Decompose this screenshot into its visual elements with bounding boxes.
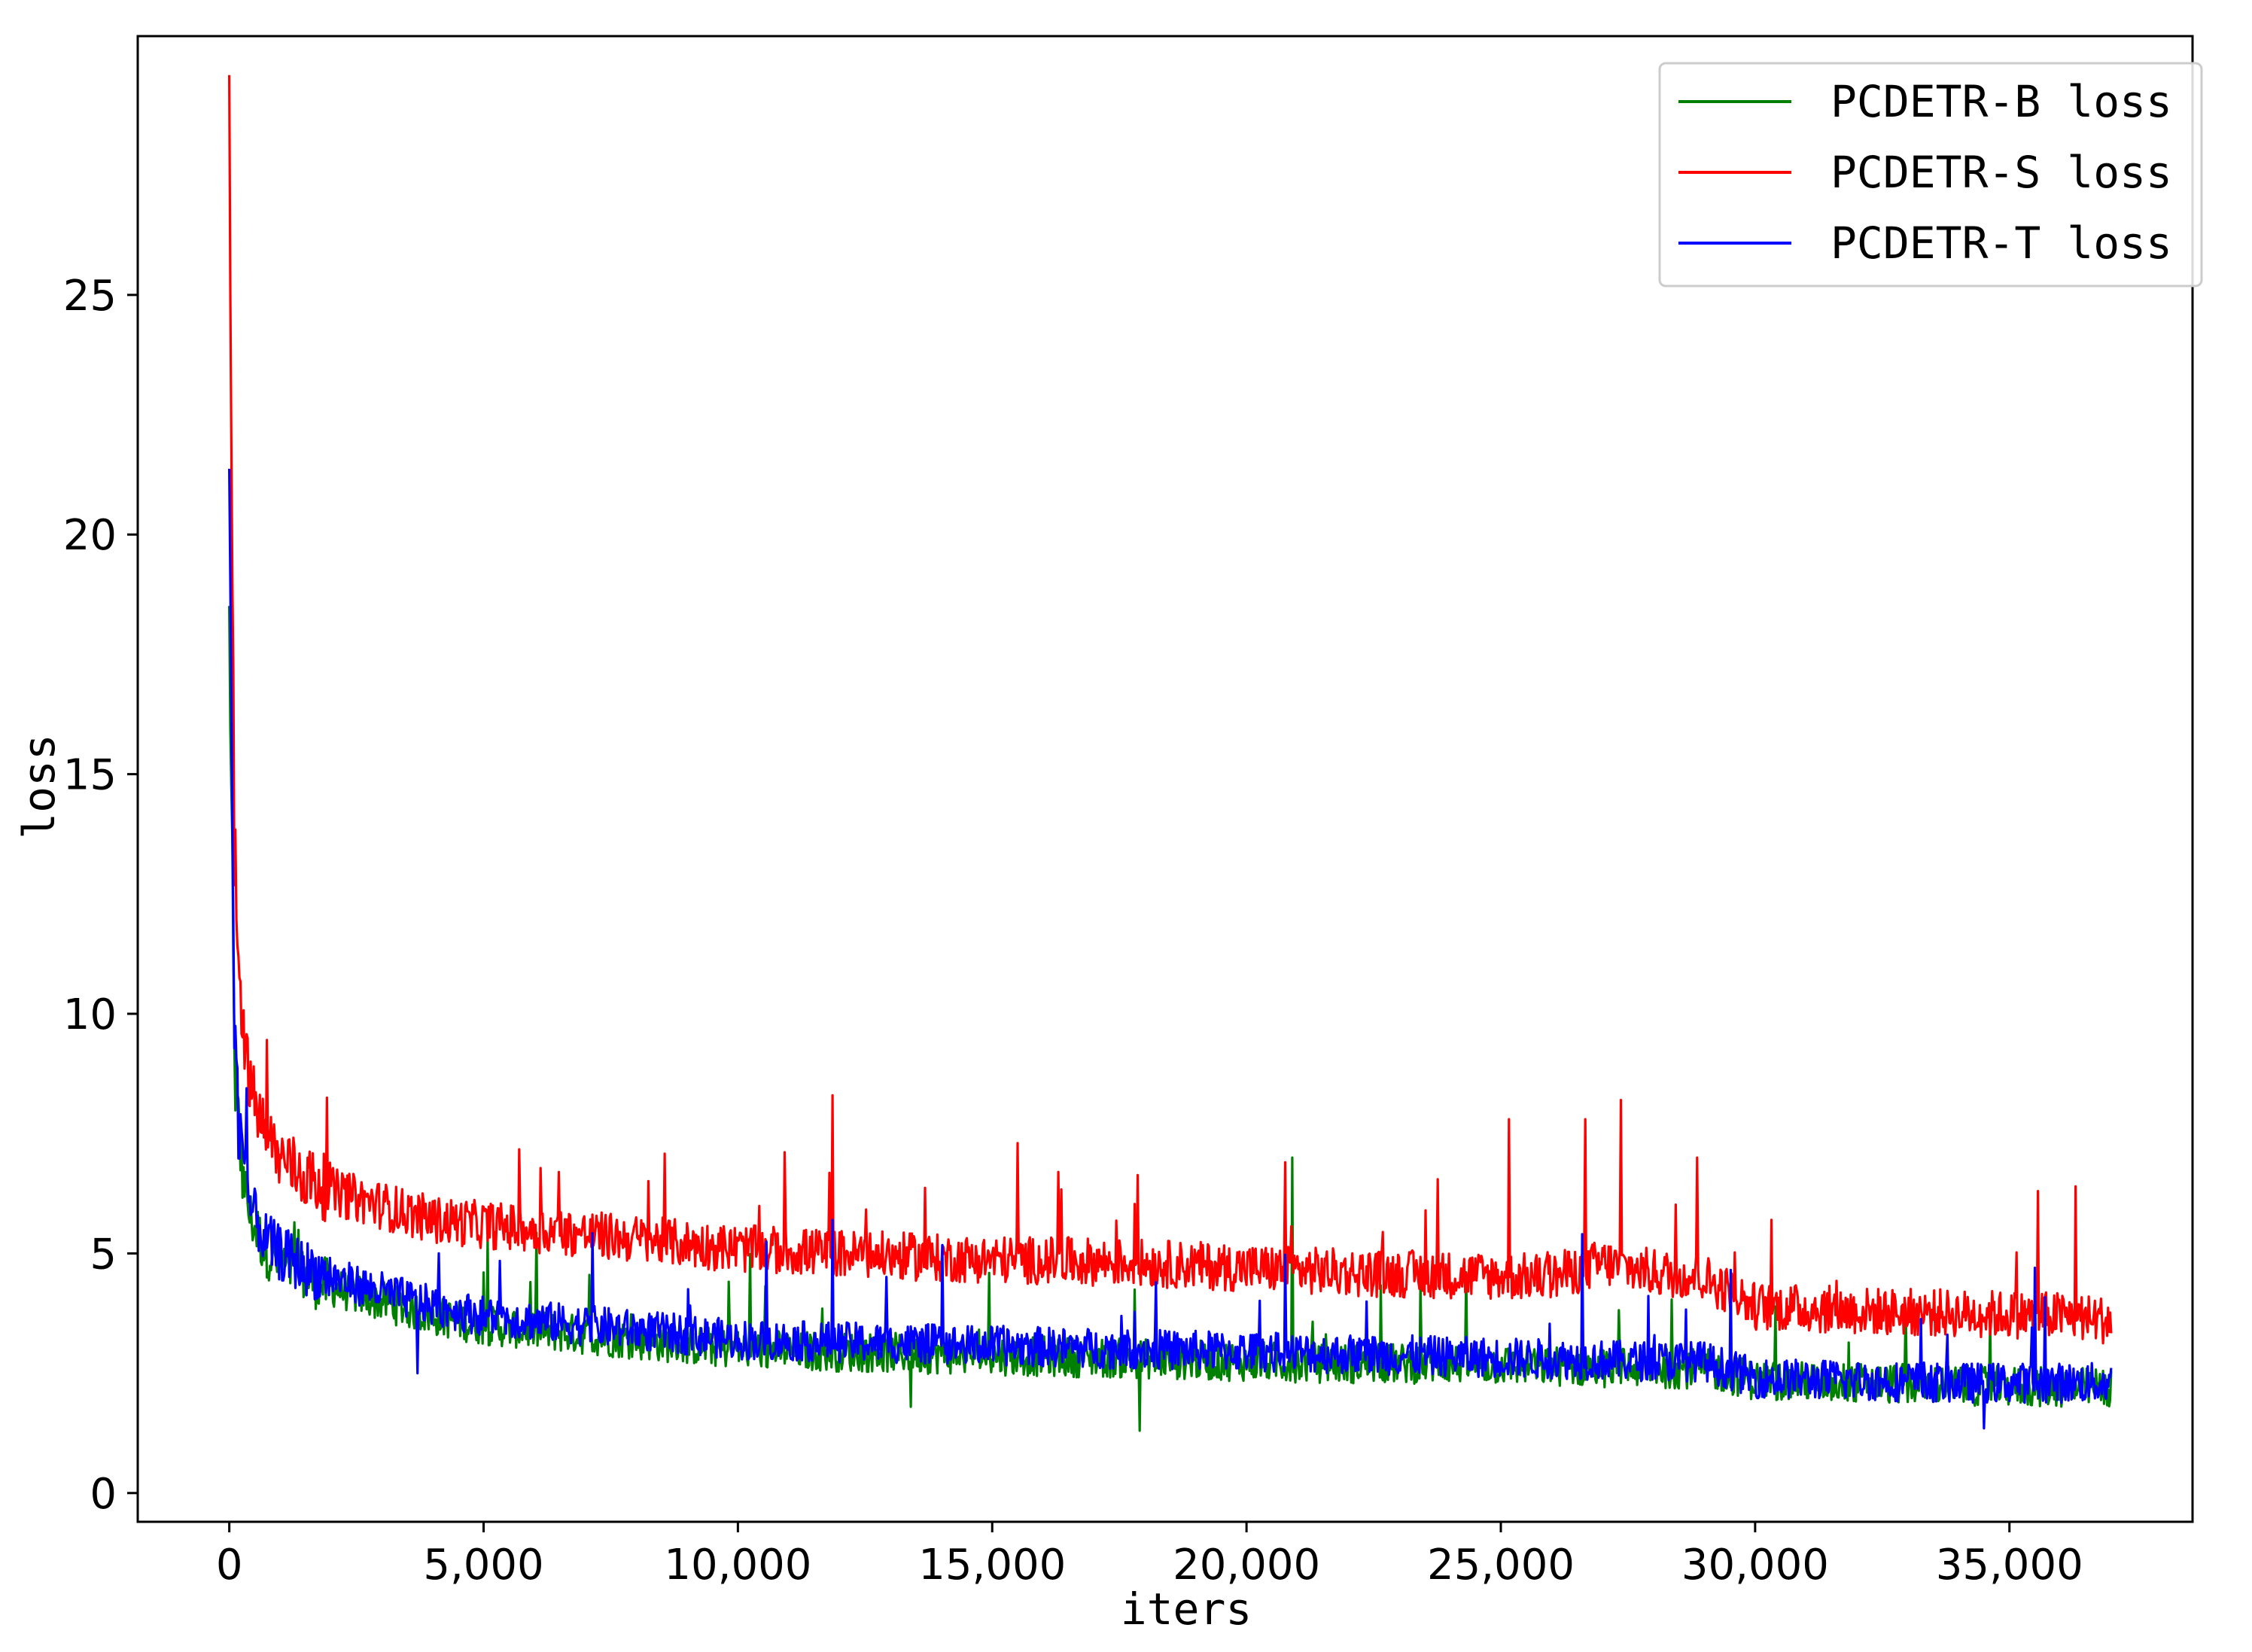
- y-tick-label: 20: [63, 511, 117, 560]
- legend-label: PCDETR-S loss: [1831, 147, 2172, 198]
- x-axis-label: iters: [1121, 1584, 1252, 1635]
- x-tick-label: 5,000: [423, 1541, 543, 1590]
- y-tick-label: 5: [90, 1230, 117, 1279]
- x-tick-label: 0: [216, 1541, 243, 1590]
- y-axis: 0 5 10 15 20 25: [63, 272, 138, 1519]
- x-tick-label: 20,000: [1173, 1541, 1320, 1590]
- legend-box: [1658, 62, 2203, 288]
- legend-label: PCDETR-B loss: [1831, 76, 2172, 127]
- x-tick-label: 30,000: [1681, 1541, 1829, 1590]
- x-tick-label: 15,000: [918, 1541, 1066, 1590]
- series-line-t: [228, 468, 2113, 1430]
- y-tick-label: 15: [63, 751, 117, 800]
- x-tick-label: 25,000: [1427, 1541, 1575, 1590]
- y-axis-label: loss: [14, 734, 65, 839]
- series-line-b: [228, 606, 2113, 1432]
- x-tick-label: 10,000: [664, 1541, 811, 1590]
- plot-frame: [136, 35, 2194, 1523]
- plot-area: [228, 75, 2113, 1432]
- legend-label: PCDETR-T loss: [1831, 218, 2172, 269]
- legend: PCDETR-B loss PCDETR-S loss PCDETR-T loss: [1658, 62, 2203, 288]
- x-axis: 0 5,000 10,000 15,000 20,000 25,000 30,000 35,0…: [216, 1522, 2083, 1590]
- series-line-s: [228, 75, 2113, 1345]
- y-tick-label: 0: [90, 1470, 117, 1519]
- y-tick-label: 10: [63, 990, 117, 1039]
- x-tick-label: 35,000: [1936, 1541, 2083, 1590]
- y-tick-label: 25: [63, 272, 117, 321]
